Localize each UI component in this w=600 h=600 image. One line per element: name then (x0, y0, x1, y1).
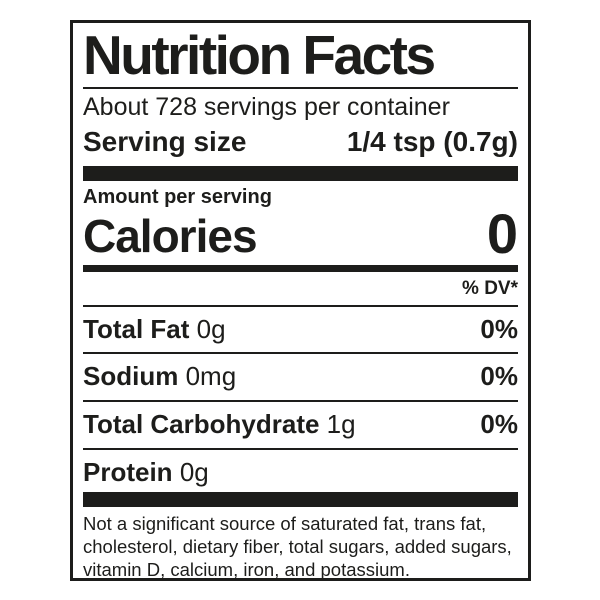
section-bar-bottom (83, 492, 518, 508)
calories-divider-bar (83, 264, 518, 272)
amount-per-serving-label: Amount per serving (83, 186, 272, 209)
serving-size-value: 1/4 tsp (0.7g) (346, 126, 518, 158)
nutrient-name: Sodium (83, 361, 179, 392)
section-bar-top (83, 166, 518, 182)
nutrient-row-total-fat: Total Fat 0g 0% (83, 307, 518, 355)
nutrient-amount: 0mg (185, 361, 237, 392)
nutrition-facts-label: Nutrition Facts About 728 servings per c… (70, 20, 531, 581)
daily-value-column-header: % DV* (83, 279, 518, 307)
calories-row: Calories 0 (83, 202, 518, 266)
nutrient-amount: 1g (326, 409, 356, 440)
calories-label: Calories (83, 209, 258, 262)
nutrient-amount: 0g (179, 456, 209, 487)
nutrient-name: Total Fat (83, 313, 190, 344)
nutrient-name: Total Carbohydrate (83, 409, 320, 440)
serving-size-label: Serving size (83, 126, 247, 158)
label-title: Nutrition Facts (83, 24, 436, 86)
nutrient-row-sodium: Sodium 0mg 0% (83, 354, 518, 403)
title-divider (83, 86, 518, 89)
servings-per-container: About 728 servings per container (83, 92, 450, 121)
nutrient-name: Protein (83, 456, 173, 487)
nutrient-dv: 0% (480, 409, 518, 440)
nutrient-name-amount: Total Carbohydrate 1g (83, 410, 356, 439)
nutrient-name-amount: Sodium 0mg (83, 362, 236, 391)
nutrient-name-amount: Total Fat 0g (83, 315, 226, 344)
nutrient-row-protein: Protein 0g (83, 450, 518, 493)
calories-value: 0 (486, 202, 518, 266)
nutrient-amount: 0g (196, 313, 226, 344)
nutrient-dv: 0% (480, 361, 518, 392)
nutrient-row-total-carbohydrate: Total Carbohydrate 1g 0% (83, 402, 518, 450)
serving-size-row: Serving size 1/4 tsp (0.7g) (83, 126, 518, 158)
footnote-text: Not a significant source of saturated fa… (83, 512, 518, 578)
nutrient-dv: 0% (480, 313, 518, 344)
nutrient-name-amount: Protein 0g (83, 456, 209, 487)
